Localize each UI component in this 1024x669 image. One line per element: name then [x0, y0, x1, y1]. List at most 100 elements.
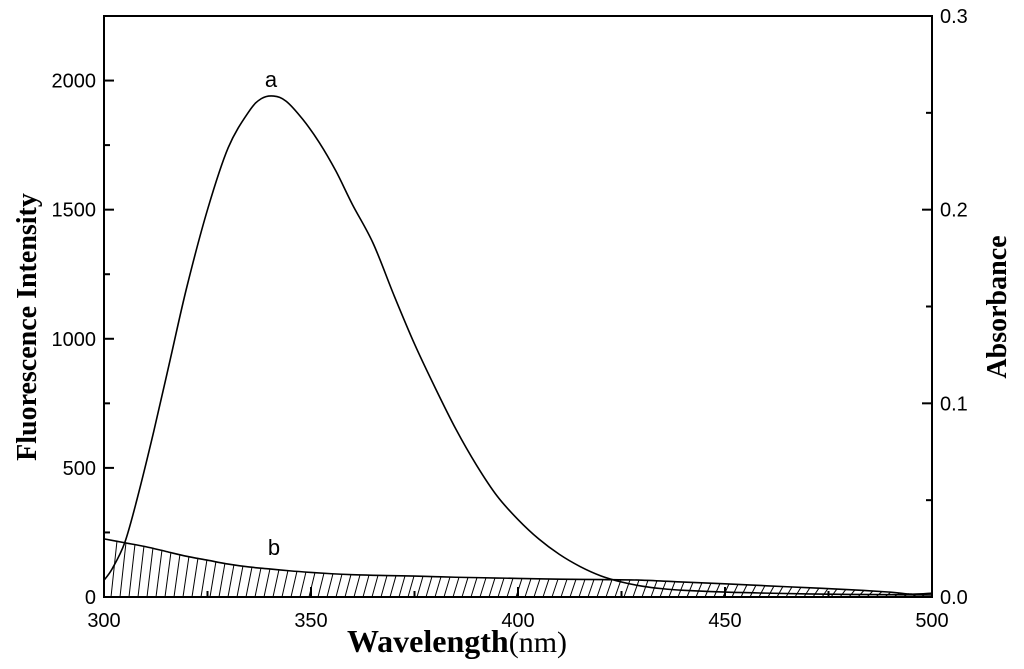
- hatch-line: [740, 584, 748, 598]
- hatch-line: [119, 542, 127, 598]
- hatch-line: [857, 590, 865, 598]
- hatch-line: [767, 585, 775, 598]
- hatch-line: [128, 544, 136, 598]
- hatch-line: [218, 562, 226, 598]
- y-left-tick-label: 0: [85, 587, 96, 609]
- hatch-line: [587, 579, 595, 598]
- y-axis-right-label: Absorbance: [982, 235, 1013, 378]
- hatch-line: [533, 578, 541, 598]
- hatch-line: [569, 579, 577, 598]
- hatch-line: [335, 573, 343, 598]
- hatch-line: [731, 584, 739, 598]
- y-right-tick-label: 0.1: [940, 393, 968, 415]
- hatch-line: [686, 582, 694, 598]
- hatch-line: [641, 580, 649, 598]
- x-tick-label: 500: [915, 610, 948, 632]
- y-right-tick-label: 0.0: [940, 587, 968, 609]
- hatch-line: [749, 584, 757, 598]
- series-a-line: [103, 95, 933, 596]
- hatch-line: [578, 579, 586, 598]
- hatch-line: [182, 556, 190, 598]
- hatch-line: [155, 549, 163, 598]
- hatch-line: [605, 579, 613, 598]
- hatch-line: [254, 567, 262, 598]
- y-axis-left-label: Fluorescence Intensity: [12, 193, 43, 461]
- hatch-line: [794, 586, 802, 598]
- x-axis-label-main: Wavelength: [347, 623, 509, 659]
- hatch-line: [236, 565, 244, 598]
- hatch-line: [452, 577, 460, 598]
- hatch-line: [407, 575, 415, 598]
- hatch-line: [623, 579, 631, 598]
- hatch-line: [272, 569, 280, 598]
- plot-frame: [103, 15, 933, 598]
- hatch-line: [785, 586, 793, 598]
- hatch-line: [848, 589, 856, 598]
- hatch-line: [596, 579, 604, 598]
- hatch-line: [560, 579, 568, 598]
- hatch-line: [362, 574, 370, 598]
- hatch-line: [137, 545, 145, 598]
- hatch-line: [461, 577, 469, 598]
- hatch-line: [353, 574, 361, 598]
- hatch-line: [650, 580, 658, 598]
- hatch-line: [434, 576, 442, 598]
- hatch-line: [398, 575, 406, 598]
- hatch-line: [290, 571, 298, 598]
- hatch-line: [164, 551, 172, 598]
- y-left-tick-label: 1500: [52, 200, 97, 222]
- hatch-line: [713, 583, 721, 598]
- hatch-line: [200, 559, 208, 598]
- hatch-line: [695, 582, 703, 598]
- hatch-line: [263, 568, 271, 598]
- hatch-line: [803, 587, 811, 598]
- series-b-line: [103, 538, 933, 595]
- hatch-line: [614, 579, 622, 598]
- hatch-line: [812, 587, 820, 598]
- hatch-line: [758, 585, 766, 598]
- y-left-tick-label: 1000: [52, 329, 97, 351]
- y-right-tick-label: 0.2: [940, 200, 968, 222]
- hatch-line: [326, 573, 334, 598]
- axis-tick-labels: 300 350 400 450 500 0 500 1000 1500 2000 0.0 0.1 0.2…: [52, 6, 968, 632]
- x-tick-label: 400: [501, 610, 534, 632]
- y-right-tick-label: 0.3: [940, 6, 968, 28]
- series-a-annotation: a: [265, 67, 278, 92]
- series-b-annotation: b: [268, 535, 280, 560]
- axis-ticks: [103, 15, 933, 598]
- hatch-line: [488, 577, 496, 598]
- hatch-line: [776, 586, 784, 598]
- hatch-line: [191, 557, 199, 598]
- x-axis-label: Wavelength(nm): [347, 623, 567, 659]
- hatch-line: [821, 588, 829, 598]
- hatch-line: [839, 589, 847, 598]
- hatch-line: [416, 576, 424, 598]
- hatch-line: [542, 578, 550, 598]
- y-left-tick-label: 2000: [52, 71, 97, 93]
- hatch-line: [146, 547, 154, 598]
- hatch-line: [281, 570, 289, 598]
- hatch-line: [479, 577, 487, 598]
- hatch-line: [524, 578, 532, 598]
- hatch-line: [245, 566, 253, 598]
- x-axis-label-unit: (nm): [509, 626, 567, 659]
- hatch-line: [506, 578, 514, 598]
- hatch-line: [227, 564, 235, 598]
- series-b-hatch: [110, 540, 928, 598]
- hatch-line: [299, 571, 307, 598]
- hatch-line: [632, 579, 640, 598]
- y-left-tick-label: 500: [63, 458, 96, 480]
- hatch-line: [830, 588, 838, 598]
- hatch-line: [497, 577, 505, 598]
- x-tick-label: 450: [708, 610, 741, 632]
- hatch-line: [551, 578, 559, 598]
- hatch-line: [380, 575, 388, 598]
- hatch-line: [110, 540, 118, 598]
- hatch-line: [173, 553, 181, 598]
- hatch-line: [704, 582, 712, 598]
- hatch-line: [344, 574, 352, 598]
- hatch-line: [425, 576, 433, 598]
- hatch-line: [317, 572, 325, 598]
- hatch-line: [209, 561, 217, 598]
